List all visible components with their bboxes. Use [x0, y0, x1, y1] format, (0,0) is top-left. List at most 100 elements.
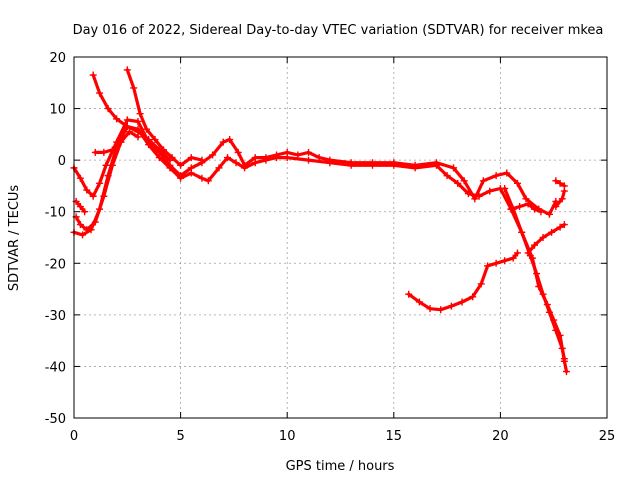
series-trail — [74, 130, 140, 232]
data-point — [539, 234, 547, 241]
data-point — [91, 148, 99, 156]
y-tick-label: -30 — [45, 309, 66, 324]
data-point — [469, 293, 477, 301]
y-tick-label: -10 — [45, 206, 66, 221]
y-tick-label: -50 — [45, 412, 66, 427]
data-point — [187, 169, 195, 177]
data-point — [102, 161, 110, 169]
data-point — [89, 71, 97, 79]
data-point — [79, 231, 87, 239]
data-point — [326, 159, 334, 167]
data-point — [477, 280, 485, 288]
data-point — [123, 66, 131, 74]
data-point — [492, 259, 500, 267]
data-point — [100, 192, 108, 200]
data-point — [548, 228, 556, 236]
data-point — [198, 174, 206, 182]
data-point — [545, 308, 553, 316]
data-point — [134, 133, 142, 141]
data-point — [305, 148, 313, 156]
series-trail — [407, 251, 520, 312]
series-arc-5 — [72, 197, 89, 216]
series-trail — [72, 118, 558, 216]
x-tick-label: 20 — [492, 429, 509, 444]
data-point — [513, 179, 521, 187]
series-trail — [72, 125, 569, 374]
data-point — [522, 195, 530, 203]
data-point — [198, 156, 206, 164]
data-point — [347, 161, 355, 169]
data-point — [454, 179, 462, 187]
chart-title: Day 016 of 2022, Sidereal Day-to-day VTE… — [73, 23, 604, 38]
data-point — [76, 221, 84, 229]
data-point — [204, 177, 212, 185]
data-point — [145, 136, 153, 144]
data-point — [76, 203, 84, 211]
data-point — [560, 221, 568, 229]
data-point — [411, 164, 419, 172]
ticks-layer: 0 5 10 15 20 25 -50 -40 -30 -20 -10 0 10 20 — [45, 51, 616, 444]
data-point — [305, 156, 313, 164]
data-point — [187, 154, 195, 162]
data-point — [484, 262, 492, 270]
y-axis-label: SDTVAR / TECUs — [7, 185, 22, 292]
data-point — [432, 161, 440, 169]
series-arc-13 — [507, 200, 545, 216]
series-trail — [125, 68, 204, 167]
data-point — [226, 136, 234, 144]
data-point — [136, 110, 144, 118]
data-point — [100, 148, 108, 156]
data-point — [558, 195, 566, 203]
data-point — [96, 89, 104, 97]
data-point — [219, 138, 227, 146]
data-point — [531, 241, 539, 249]
data-point — [177, 174, 185, 182]
series-arc-7 — [91, 138, 125, 156]
series-arc-10 — [524, 221, 568, 257]
data-point — [232, 159, 240, 167]
data-point — [513, 249, 521, 257]
y-tick-label: -20 — [45, 257, 66, 272]
data-point — [437, 306, 445, 314]
data-point — [113, 115, 121, 123]
data-point — [283, 154, 291, 162]
data-point — [130, 84, 138, 92]
data-point — [91, 218, 99, 226]
data-point — [251, 159, 259, 167]
data-point — [501, 257, 509, 265]
data-point — [125, 128, 133, 136]
data-point — [96, 179, 104, 187]
data-point — [117, 138, 125, 146]
data-point — [503, 169, 511, 177]
data-point — [518, 228, 526, 236]
data-point — [560, 355, 568, 363]
x-tick-label: 15 — [386, 429, 403, 444]
data-point — [81, 208, 89, 216]
y-tick-label: 0 — [58, 154, 66, 169]
grid-layer — [74, 57, 607, 418]
data-point — [492, 172, 500, 180]
series-arc-2 — [70, 123, 570, 376]
series-arc-11 — [552, 187, 568, 211]
x-axis-label: GPS time / hours — [286, 459, 395, 474]
data-point — [516, 203, 524, 211]
data-point — [545, 210, 553, 218]
data-point — [458, 298, 466, 306]
data-point — [447, 302, 455, 310]
data-point — [475, 192, 483, 200]
data-point — [234, 148, 242, 156]
data-point — [486, 187, 494, 195]
data-point — [89, 192, 97, 200]
data-point — [449, 164, 457, 172]
series-arc-4 — [123, 66, 206, 169]
data-point — [76, 174, 84, 182]
data-point — [273, 154, 281, 162]
data-point — [241, 164, 249, 172]
data-point — [151, 136, 159, 144]
plot-frame — [73, 56, 608, 419]
data-point — [262, 156, 270, 164]
data-point — [123, 116, 131, 124]
data-point — [108, 146, 116, 154]
data-point — [134, 117, 142, 125]
